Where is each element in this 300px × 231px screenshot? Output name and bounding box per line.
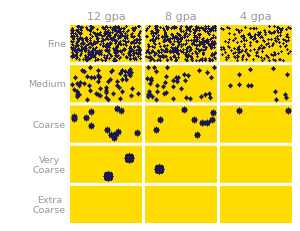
Text: Extra
Coarse: Extra Coarse [33,195,66,214]
Text: Very
Coarse: Very Coarse [33,155,66,174]
Text: Medium: Medium [28,80,66,89]
Text: 12 gpa: 12 gpa [87,12,125,22]
Text: Coarse: Coarse [33,120,66,129]
Text: 4 gpa: 4 gpa [240,12,272,22]
Text: 8 gpa: 8 gpa [165,12,197,22]
Text: Fine: Fine [47,40,66,49]
